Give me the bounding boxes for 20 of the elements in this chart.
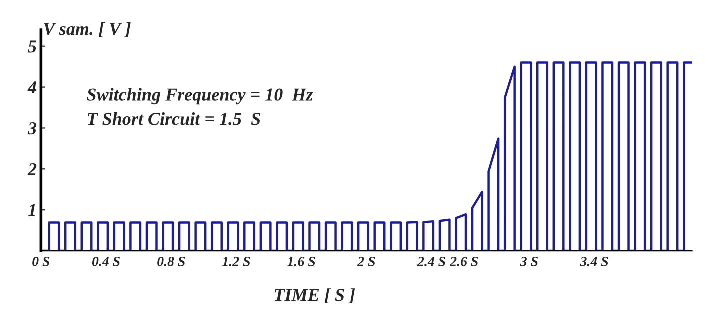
y-tick-label: 2 (28, 163, 37, 176)
annotation: T Short Circuit = 1.5 S (88, 112, 260, 126)
x-tick-label: 2 S (357, 257, 376, 266)
x-tick-label: 3 S (520, 257, 538, 266)
y-axis-title: V sam. [ V ] (44, 22, 131, 38)
x-tick-label: 1.2 S (222, 257, 250, 266)
y-tick-label: 1 (28, 204, 36, 216)
x-tick-label: 0 S (32, 256, 50, 266)
x-tick-label: 2.6 S (450, 257, 478, 266)
annotation: Switching Frequency = 10 Hz (87, 88, 314, 105)
x-axis-title: TIME [ S ] (275, 288, 356, 304)
y-tick-label: 5 (28, 40, 37, 53)
x-tick-label: 0.4 S (92, 256, 120, 266)
x-tick-label: 2.4 S (417, 257, 446, 266)
y-tick-label: 4 (28, 82, 36, 94)
x-tick-label: 1.6 S (288, 257, 316, 266)
y-tick-label: 3 (28, 122, 37, 135)
line-series (41, 62, 692, 252)
x-tick-label: 0.8 S (158, 256, 186, 266)
x-tick-label: 3.4 S (580, 257, 608, 266)
